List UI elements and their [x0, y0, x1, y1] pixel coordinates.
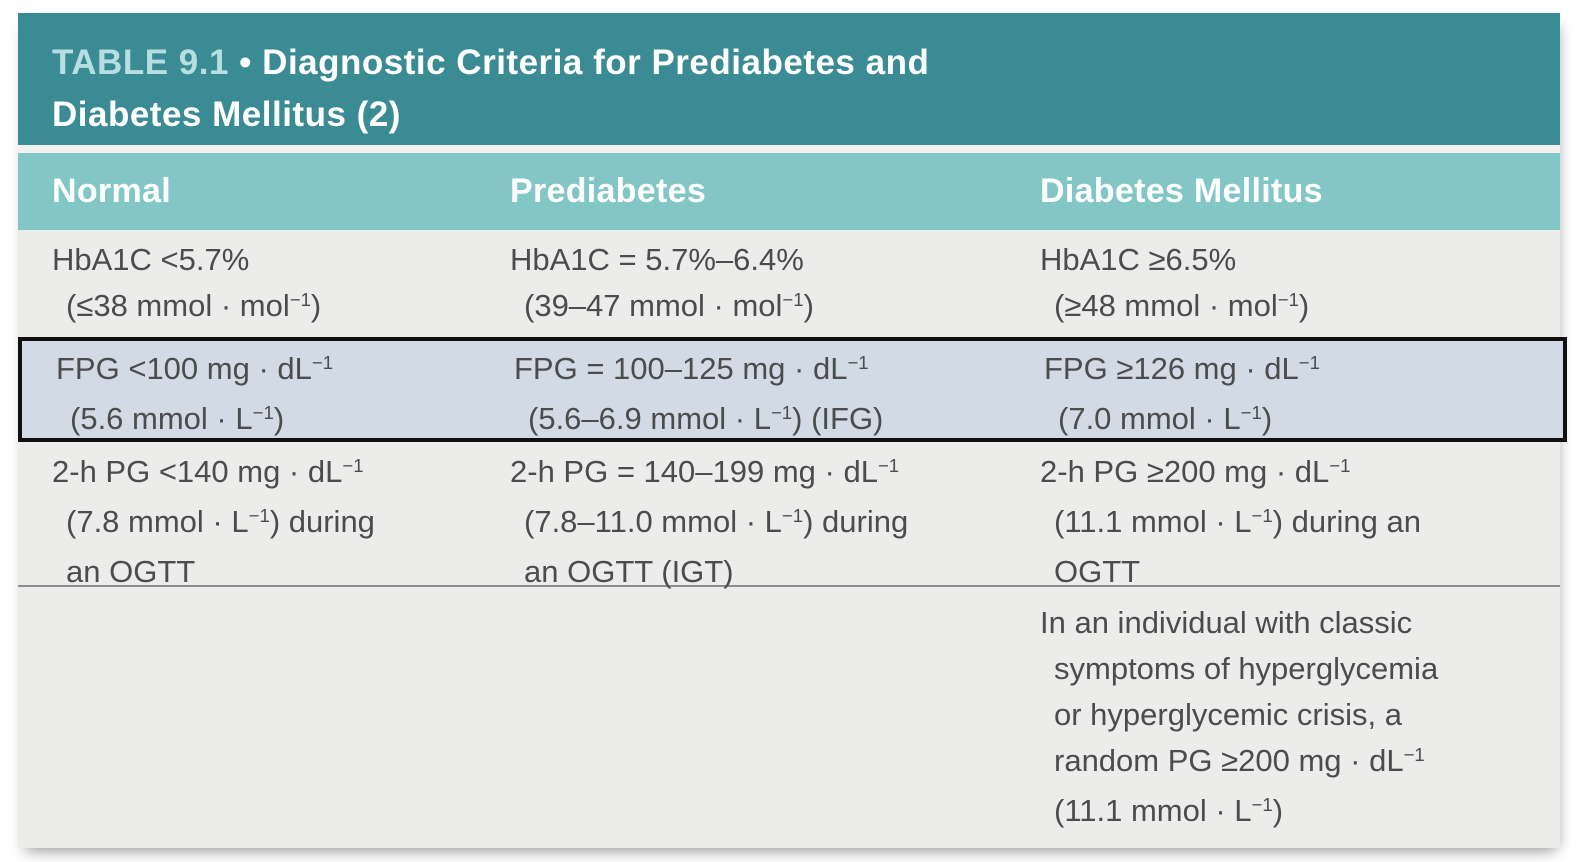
- cell-line: (11.1 mmol · L−1): [1054, 793, 1284, 828]
- cell-hba1c-prediabetes: HbA1C = 5.7%–6.4% (39–47 mmol · mol−1): [476, 230, 1006, 337]
- cell-random-pg-diabetes: In an individual with classic symptoms of…: [1006, 587, 1560, 848]
- table-row-2h-pg: 2-h PG <140 mg · dL−1 (7.8 mmol · L−1) du…: [18, 442, 1560, 589]
- cell-fpg-normal: FPG <100 mg · dL−1 (5.6 mmol · L−1): [22, 341, 480, 446]
- superscript-minus-one: −1: [1277, 288, 1299, 310]
- column-header-prediabetes: Prediabetes: [510, 172, 707, 210]
- cell-line: HbA1C <5.7%: [52, 242, 250, 277]
- table-row-hba1c: HbA1C <5.7% (≤38 mmol · mol−1) HbA1C = 5.…: [18, 230, 1560, 337]
- superscript-minus-one: −1: [289, 288, 311, 310]
- cell-line: (5.6–6.9 mmol · L−1) (IFG): [528, 401, 884, 436]
- cell-fpg-diabetes: FPG ≥126 mg · dL−1 (7.0 mmol · L−1): [1010, 341, 1563, 446]
- superscript-minus-one: −1: [781, 504, 804, 526]
- cell-line: HbA1C ≥6.5%: [1040, 242, 1237, 277]
- cell-line: 2-h PG <140 mg · dL−1: [52, 454, 364, 489]
- cell-line: FPG <100 mg · dL−1: [56, 351, 334, 386]
- cell-random-pg-normal: [18, 587, 476, 848]
- cell-line: (7.8–11.0 mmol · L−1) during: [524, 504, 909, 539]
- cell-line: FPG = 100–125 mg · dL−1: [514, 351, 869, 386]
- superscript-minus-one: −1: [1251, 793, 1273, 815]
- superscript-minus-one: −1: [1251, 504, 1273, 526]
- title-bullet: •: [239, 43, 252, 82]
- superscript-minus-one: −1: [877, 454, 900, 476]
- superscript-minus-one: −1: [782, 288, 804, 310]
- cell-hba1c-diabetes: HbA1C ≥6.5% (≥48 mmol · mol−1): [1006, 230, 1560, 337]
- cell-line: symptoms of hyperglycemia: [1054, 651, 1439, 686]
- table-number-label: TABLE 9.1: [52, 43, 229, 82]
- superscript-minus-one: −1: [1329, 454, 1351, 476]
- superscript-minus-one: −1: [1298, 351, 1320, 373]
- diagnostic-criteria-table: TABLE 9.1 • Diagnostic Criteria for Pred…: [18, 13, 1567, 848]
- table-title-line2: Diabetes Mellitus (2): [52, 95, 401, 134]
- cell-line: FPG ≥126 mg · dL−1: [1044, 351, 1320, 386]
- cell-line: (≤38 mmol · mol−1): [66, 288, 322, 323]
- cell-line: 2-h PG = 140–199 mg · dL−1: [510, 454, 900, 489]
- cell-line: (7.0 mmol · L−1): [1058, 401, 1273, 436]
- cell-line: HbA1C = 5.7%–6.4%: [510, 242, 804, 277]
- table-title-text: Diagnostic Criteria for Prediabetes and: [262, 43, 930, 82]
- cell-2hpg-diabetes: 2-h PG ≥200 mg · dL−1 (11.1 mmol · L−1) d…: [1006, 442, 1560, 595]
- column-header-normal: Normal: [52, 172, 171, 210]
- superscript-minus-one: −1: [847, 351, 869, 373]
- table-row-fpg-highlighted: FPG <100 mg · dL−1 (5.6 mmol · L−1) FPG =…: [18, 337, 1567, 442]
- cell-line: (39–47 mmol · mol−1): [524, 288, 814, 323]
- superscript-minus-one: −1: [770, 401, 793, 423]
- cell-hba1c-normal: HbA1C <5.7% (≤38 mmol · mol−1): [18, 230, 476, 337]
- cell-line: an OGTT: [66, 554, 196, 589]
- cell-line: OGTT: [1054, 554, 1141, 589]
- table-row-random-pg: In an individual with classic symptoms of…: [18, 585, 1560, 848]
- superscript-minus-one: −1: [252, 401, 274, 423]
- cell-line: random PG ≥200 mg · dL−1: [1054, 743, 1425, 778]
- cell-line: (≥48 mmol · mol−1): [1054, 288, 1310, 323]
- superscript-minus-one: −1: [248, 504, 270, 526]
- cell-line: 2-h PG ≥200 mg · dL−1: [1040, 454, 1351, 489]
- table-title-line1: TABLE 9.1 • Diagnostic Criteria for Pred…: [52, 37, 1526, 89]
- cell-line: (7.8 mmol · L−1) during: [66, 504, 375, 539]
- cell-random-pg-prediabetes: [476, 587, 1006, 848]
- cell-fpg-prediabetes: FPG = 100–125 mg · dL−1 (5.6–6.9 mmol · L…: [480, 341, 1010, 446]
- cell-line: In an individual with classic: [1040, 605, 1413, 640]
- cell-line: (11.1 mmol · L−1) during an: [1054, 504, 1421, 539]
- cell-2hpg-normal: 2-h PG <140 mg · dL−1 (7.8 mmol · L−1) du…: [18, 442, 476, 595]
- cell-line: an OGTT (IGT): [524, 554, 734, 589]
- cell-line: (5.6 mmol · L−1): [70, 401, 285, 436]
- table-title-band: TABLE 9.1 • Diagnostic Criteria for Pred…: [18, 13, 1560, 145]
- column-header-row: Normal Prediabetes Diabetes Mellitus: [18, 153, 1560, 230]
- superscript-minus-one: −1: [342, 454, 364, 476]
- superscript-minus-one: −1: [1240, 401, 1262, 423]
- column-header-diabetes-mellitus: Diabetes Mellitus: [1040, 172, 1323, 210]
- table-body: HbA1C <5.7% (≤38 mmol · mol−1) HbA1C = 5.…: [18, 230, 1567, 848]
- title-divider-gap: [18, 145, 1560, 153]
- superscript-minus-one: −1: [1403, 743, 1425, 765]
- superscript-minus-one: −1: [311, 351, 334, 373]
- cell-2hpg-prediabetes: 2-h PG = 140–199 mg · dL−1 (7.8–11.0 mmol…: [476, 442, 1006, 595]
- cell-line: or hyperglycemic crisis, a: [1054, 697, 1402, 732]
